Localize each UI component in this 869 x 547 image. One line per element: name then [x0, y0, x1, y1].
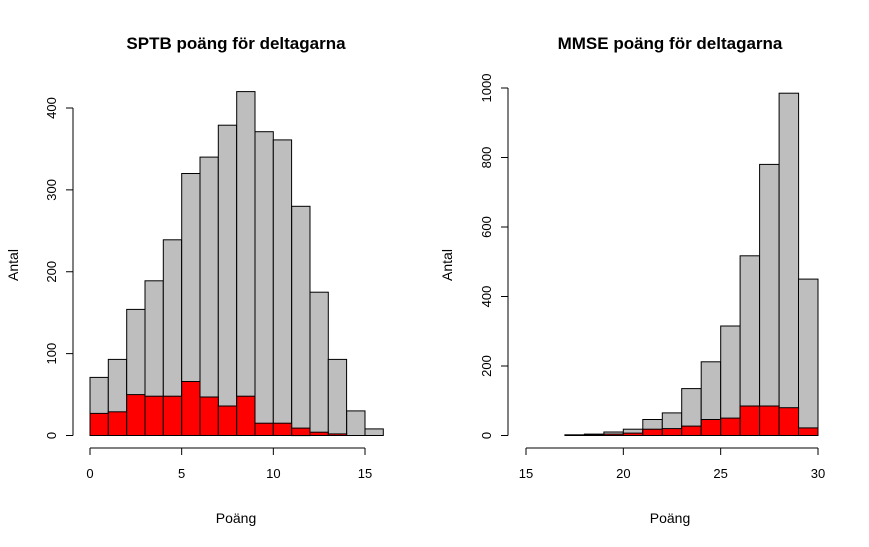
- bar-total: [309, 291, 329, 437]
- bar-highlight: [739, 405, 761, 436]
- x-tick-label: 0: [86, 466, 93, 481]
- x-tick-label: 25: [713, 466, 727, 481]
- bar-highlight: [272, 422, 293, 437]
- bar-highlight: [778, 407, 800, 437]
- bar-highlight: [254, 422, 274, 437]
- bar-highlight: [720, 417, 741, 437]
- bar-highlight: [661, 428, 683, 437]
- bar-total: [327, 358, 348, 436]
- y-axis-label: Antal: [439, 249, 455, 281]
- bar-total: [364, 428, 384, 436]
- y-axis-label: Antal: [5, 249, 21, 281]
- bar-total: [254, 131, 274, 436]
- bar-highlight: [622, 432, 644, 437]
- y-tick-label: 600: [479, 216, 494, 238]
- x-tick-label: 30: [811, 466, 825, 481]
- y-tick-label: 1000: [479, 74, 494, 103]
- bar-total: [291, 205, 311, 437]
- bar-group: [89, 91, 384, 437]
- x-tick-label: 15: [358, 466, 372, 481]
- sptb-histogram: SPTB poäng för deltagarna Poäng Antal 0 5…: [5, 34, 384, 526]
- bar-total: [199, 156, 219, 436]
- mmse-histogram: MMSE poäng för deltagarna Poäng Antal 15…: [439, 34, 825, 526]
- y-axis: 0 100 200 300 400: [44, 97, 74, 439]
- y-tick-label: 0: [479, 432, 494, 439]
- bar-total: [564, 434, 585, 436]
- bar-highlight: [291, 427, 311, 437]
- y-tick-label: 300: [44, 179, 59, 201]
- bar-highlight: [642, 428, 663, 437]
- bar-highlight: [181, 381, 201, 436]
- bar-highlight: [327, 433, 348, 436]
- bar-highlight: [603, 433, 624, 437]
- bar-total: [798, 278, 819, 436]
- bar-total: [217, 124, 238, 436]
- x-axis: 15 20 25 30: [519, 447, 825, 481]
- bar-highlight: [759, 405, 780, 436]
- bar-highlight: [89, 412, 109, 436]
- bar-highlight: [107, 411, 128, 436]
- bar-highlight: [700, 419, 722, 436]
- bar-total: [346, 410, 366, 436]
- x-tick-label: 20: [616, 466, 630, 481]
- x-axis: 0 5 10 15: [86, 447, 372, 481]
- chart-title: MMSE poäng för deltagarna: [558, 34, 783, 53]
- y-axis: 0 200 400 600 800 1000: [479, 74, 509, 439]
- bar-highlight: [144, 395, 164, 437]
- x-tick-label: 10: [266, 466, 280, 481]
- y-tick-label: 100: [44, 343, 59, 365]
- x-tick-label: 15: [519, 466, 533, 481]
- x-tick-label: 5: [178, 466, 185, 481]
- bar-highlight: [309, 431, 329, 437]
- bar-group: [564, 92, 819, 437]
- y-tick-label: 400: [44, 97, 59, 119]
- bar-highlight: [236, 395, 256, 437]
- x-axis-label: Poäng: [216, 510, 256, 526]
- bar-total: [759, 163, 780, 436]
- bar-highlight: [798, 427, 819, 436]
- bar-total: [272, 139, 293, 436]
- y-tick-label: 200: [44, 261, 59, 283]
- bar-total: [778, 92, 800, 436]
- bar-highlight: [583, 434, 605, 436]
- bar-highlight: [162, 395, 183, 437]
- bar-total: [236, 91, 256, 436]
- y-tick-label: 400: [479, 286, 494, 308]
- bar-highlight: [681, 425, 702, 437]
- y-tick-label: 200: [479, 355, 494, 377]
- bar-highlight: [126, 394, 146, 437]
- bar-highlight: [199, 396, 219, 436]
- chart-title: SPTB poäng för deltagarna: [126, 34, 346, 53]
- bar-highlight: [217, 405, 238, 436]
- x-axis-label: Poäng: [650, 510, 690, 526]
- y-tick-label: 0: [44, 432, 59, 439]
- y-tick-label: 800: [479, 147, 494, 169]
